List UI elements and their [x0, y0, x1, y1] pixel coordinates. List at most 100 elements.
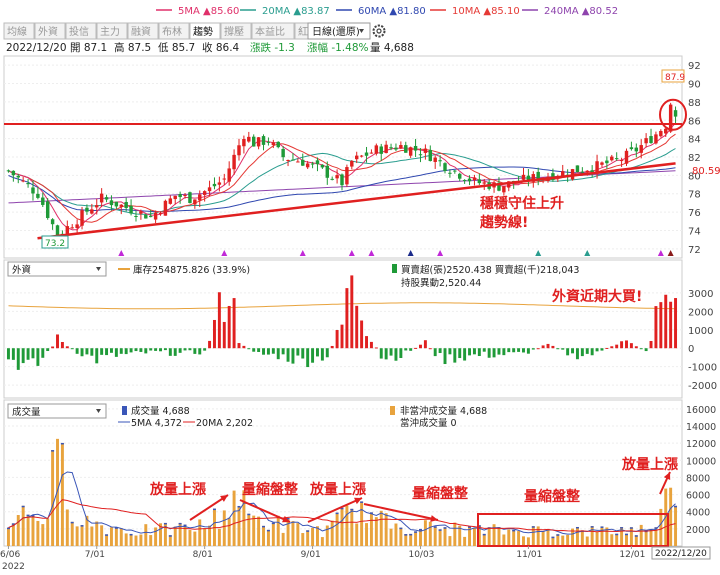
volume-bar-cap	[51, 450, 55, 452]
foreign-bar	[458, 348, 462, 359]
price-tick-label: 84	[688, 135, 701, 146]
tab-5[interactable]: 布林	[158, 22, 190, 40]
x-tick-label: 12/01	[619, 550, 645, 560]
volume-bar-cap	[31, 515, 35, 517]
foreign-bar	[193, 348, 197, 354]
vol-annotation-1: 放量上漲	[149, 481, 207, 498]
volume-bar	[610, 534, 614, 546]
candle-body	[95, 205, 99, 208]
volume-bar	[36, 520, 40, 546]
vol-legend-swatch	[122, 406, 127, 415]
tab-3[interactable]: 主力	[96, 22, 128, 40]
volume-bar-cap	[634, 535, 638, 537]
tab-6[interactable]: 趨勢	[189, 22, 221, 40]
volume-bar-cap	[414, 531, 418, 533]
tab-1[interactable]: 外資	[34, 22, 66, 40]
tab-0[interactable]: 均線	[3, 22, 35, 40]
foreign-bar	[365, 336, 368, 349]
candle-body	[369, 152, 374, 154]
candle-body	[119, 204, 123, 207]
vol-legend-nd-swatch	[390, 406, 395, 415]
foreign-bar	[183, 348, 187, 351]
tab-bg	[220, 22, 252, 40]
event-marker	[584, 250, 591, 256]
candle-body	[50, 219, 55, 225]
price-tick-label: 80	[688, 171, 701, 182]
indicator-tabs: 均線外資投信主力融資布林趨勢撐壓本益比紅綠燈	[3, 22, 338, 40]
candle-body	[251, 136, 256, 147]
foreign-bar	[566, 348, 570, 356]
volume-bar	[674, 505, 678, 546]
candle-body	[320, 164, 325, 168]
event-marker	[407, 250, 414, 256]
tab-2[interactable]: 投信	[65, 22, 97, 40]
chevron-down-icon	[96, 267, 101, 271]
candle-body	[413, 145, 418, 151]
volume-bar	[227, 517, 231, 546]
foreign-bar	[502, 348, 506, 356]
candle-body	[619, 160, 624, 162]
tab-7[interactable]: 撐壓	[220, 22, 252, 40]
foreign-bar	[595, 348, 599, 352]
foreign-bar	[262, 348, 265, 355]
volume-bar	[507, 529, 511, 546]
gear-icon[interactable]	[372, 24, 386, 38]
volume-bar	[139, 534, 143, 546]
volume-bar	[468, 526, 472, 546]
period-select-label: 日線(還原)	[312, 25, 360, 38]
quote-field-2: 高 87.5	[114, 41, 151, 54]
candle-body	[70, 227, 74, 229]
candle-body	[26, 183, 30, 185]
legend-label-10ma: 10MA ▲85.10	[452, 6, 520, 17]
foreign-bar	[149, 348, 153, 351]
foreign-bar	[119, 348, 123, 354]
volume-bar	[531, 526, 535, 546]
foreign-bar	[212, 319, 216, 349]
side-label: 80.59	[692, 166, 720, 177]
period-select[interactable]: 日線(還原)	[307, 22, 371, 40]
legend-label-60ma: 60MA ▲81.80	[358, 6, 426, 17]
foreign-bar	[276, 348, 280, 360]
candle-body	[212, 183, 217, 187]
min-label: 73.2	[45, 239, 65, 249]
tab-8[interactable]: 本益比	[251, 22, 295, 40]
candle-body	[227, 168, 231, 182]
foreign-bar	[21, 348, 25, 364]
foreign-bar	[11, 348, 15, 360]
candle-body	[41, 197, 45, 205]
foreign-bar	[644, 348, 648, 352]
candle-body	[198, 194, 202, 201]
candle-body	[580, 171, 585, 173]
volume-bar-cap	[615, 533, 619, 536]
volume-bar-cap	[419, 528, 422, 531]
volume-bar	[561, 535, 565, 546]
vol-select-box	[7, 403, 107, 419]
inv-frame	[3, 259, 683, 399]
foreign-bar	[482, 348, 486, 352]
volume-bar-cap	[105, 534, 109, 536]
price-tick-label: 88	[688, 98, 701, 109]
volume-bar	[75, 526, 79, 546]
vol-legend-nd: 非當沖成交量 4,688	[400, 405, 487, 417]
volume-bar	[379, 510, 383, 546]
foreign-bar	[526, 348, 530, 354]
vol-select[interactable]: 成交量	[7, 403, 107, 419]
foreign-bar	[571, 348, 575, 354]
volume-bar	[355, 523, 359, 546]
candle-body	[281, 148, 285, 158]
foreign-bar	[453, 348, 457, 363]
foreign-bar	[257, 348, 261, 352]
volume-bar	[394, 523, 398, 546]
foreign-bar	[674, 298, 678, 349]
x-tick-label: 10/03	[408, 550, 434, 560]
quote-field-5: 漲跌 -1.3	[250, 41, 295, 54]
foreign-bar	[468, 348, 472, 356]
foreign-bar	[423, 340, 427, 349]
inv-select[interactable]: 外資	[7, 261, 107, 277]
volume-bar	[266, 529, 270, 546]
foreign-bar	[75, 348, 79, 354]
foreign-bar	[654, 306, 658, 349]
volume-bar-cap	[168, 535, 172, 537]
foreign-bar	[379, 348, 383, 359]
tab-4[interactable]: 融資	[127, 22, 159, 40]
